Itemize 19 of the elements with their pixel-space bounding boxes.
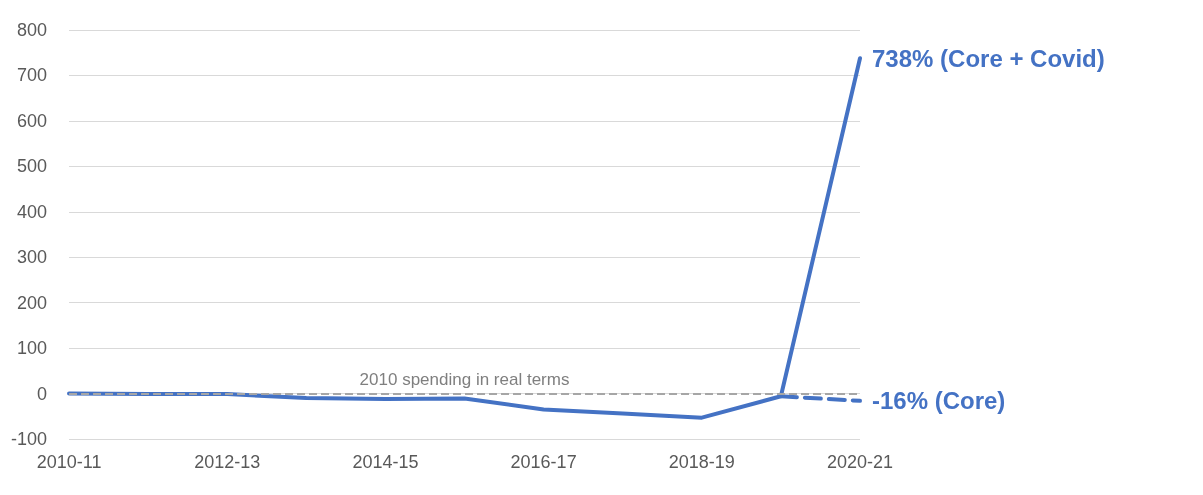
y-tick-label: 400: [16, 201, 48, 222]
data-label: 738% (Core + Covid): [872, 44, 1105, 72]
y-tick-label: 100: [16, 338, 48, 359]
y-tick-label: 500: [16, 156, 48, 177]
x-tick-label: 2016-17: [510, 452, 577, 472]
x-tick-label: 2014-15: [352, 452, 419, 472]
x-tick-label: 2010-11: [36, 452, 102, 472]
y-tick-label: -100: [11, 429, 48, 449]
x-tick-label: 2012-13: [194, 452, 261, 472]
x-tick-label: 2020-21: [826, 452, 894, 472]
y-tick-label: 600: [16, 110, 48, 131]
y-tick-label: 300: [16, 247, 48, 268]
y-tick-label: 800: [16, 20, 48, 40]
y-tick-label: 0: [37, 383, 48, 404]
y-tick-label: 200: [16, 292, 48, 313]
y-tick-label: 700: [16, 65, 48, 86]
data-label: -16% (Core): [872, 387, 1006, 415]
x-tick-label: 2018-19: [668, 452, 735, 472]
ref-line-label: 2010 spending in real terms: [359, 369, 570, 389]
